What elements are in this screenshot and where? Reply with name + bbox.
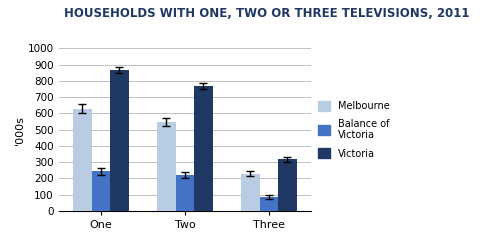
Bar [194, 86, 213, 211]
Legend: Melbourne, Balance of
Victoria, Victoria: Melbourne, Balance of Victoria, Victoria [318, 101, 390, 159]
Bar [110, 70, 129, 211]
Text: HOUSEHOLDS WITH ONE, TWO OR THREE TELEVISIONS, 2011: HOUSEHOLDS WITH ONE, TWO OR THREE TELEVI… [64, 7, 470, 20]
Bar [92, 171, 110, 211]
Bar [176, 175, 194, 211]
Bar [241, 173, 260, 211]
Bar [260, 197, 278, 211]
Bar [278, 159, 297, 211]
Bar [73, 109, 92, 211]
Text: 1.9: 1.9 [9, 6, 38, 24]
Bar [157, 122, 176, 211]
Y-axis label: '000s: '000s [15, 115, 25, 145]
